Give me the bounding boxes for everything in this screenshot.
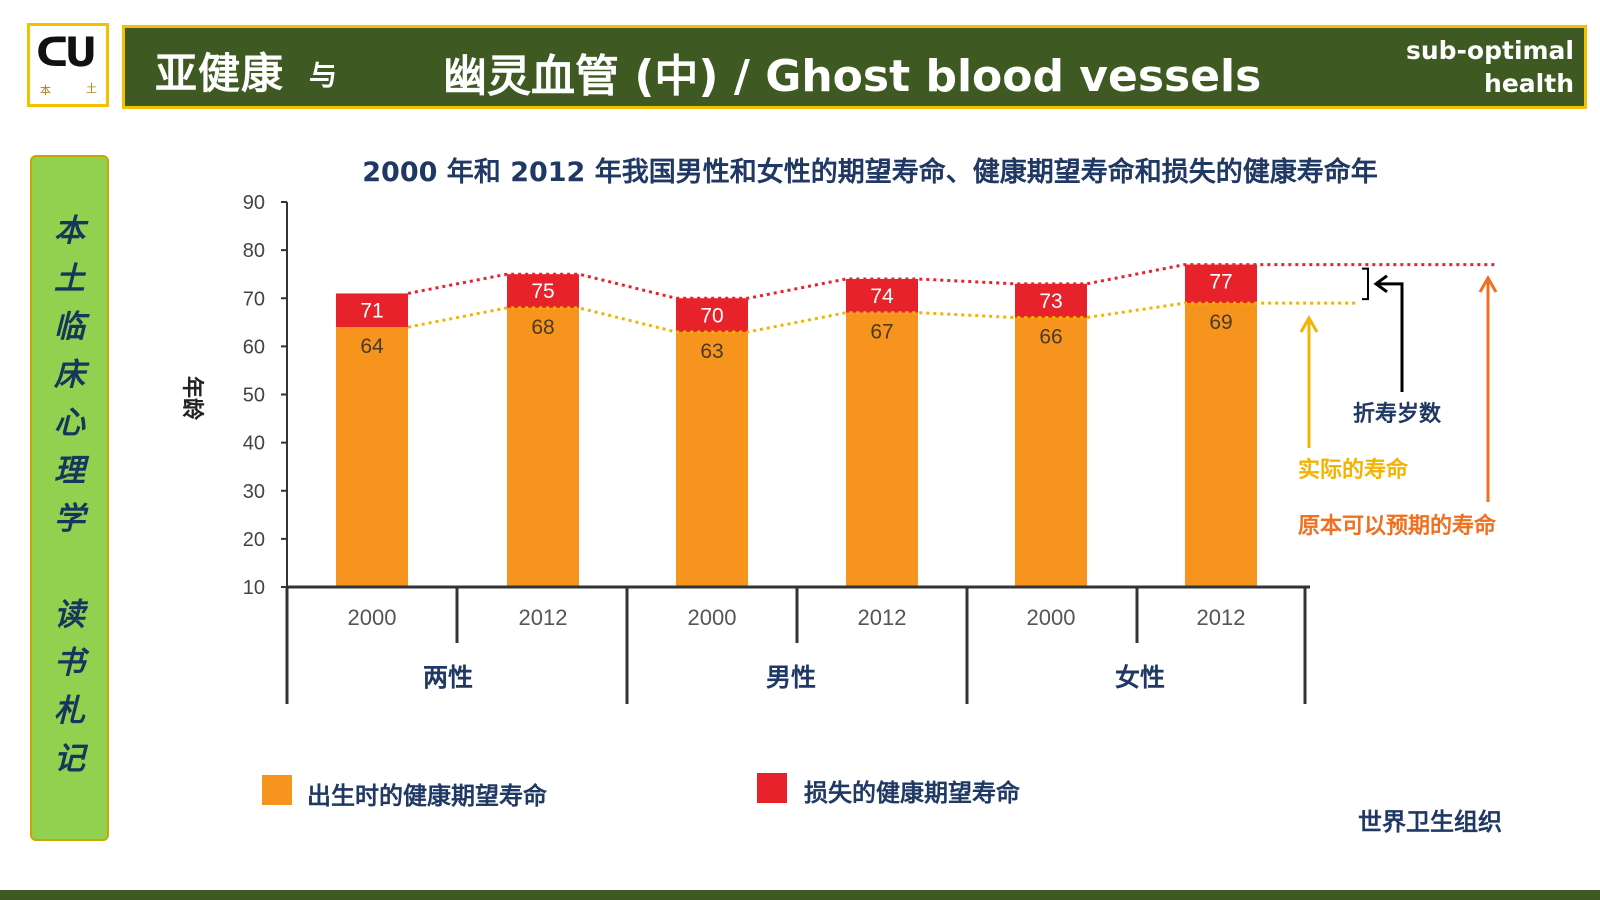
bar-lost-4 <box>1015 283 1087 318</box>
sidebar-char-top-0: 本 <box>54 213 85 249</box>
group-label-0: 两性 <box>423 663 473 692</box>
header-bar: 亚健康 与 幽灵血管 (中) / Ghost blood vessels sub… <box>122 25 1587 109</box>
legend-label-healthy: 出生时的健康期望寿命 <box>307 782 547 810</box>
group-label-2: 女性 <box>1115 663 1165 692</box>
y-tick-label-20: 20 <box>243 529 265 551</box>
header-subtitle: sub-optimal health <box>1406 34 1574 100</box>
bar-total-label-4: 73 <box>1039 290 1062 313</box>
y-tick-label-50: 50 <box>243 385 265 407</box>
y-tick-label-40: 40 <box>243 433 265 455</box>
header-title-main: 幽灵血管 (中) / Ghost blood vessels <box>443 51 1262 102</box>
bar-healthy-0 <box>336 327 408 587</box>
lost-years-arrowhead <box>1373 274 1388 294</box>
sidebar-char-top-1: 土 <box>54 261 85 297</box>
bar-healthy-label-2: 63 <box>700 340 723 363</box>
expected-life-arrowhead <box>1478 274 1498 293</box>
lost-years-arrow-line <box>1378 282 1404 392</box>
x-tick-label-2: 2000 <box>688 605 737 630</box>
bottom-bar <box>0 890 1600 900</box>
annotation-expected-life: 原本可以预期的寿命 <box>1298 514 1497 539</box>
header-title-cn: 亚健康 <box>155 49 285 98</box>
x-tick-label-3: 2012 <box>858 605 907 630</box>
bar-lost-2 <box>676 298 748 332</box>
bar-lost-1 <box>507 274 579 308</box>
bar-lost-0 <box>336 293 408 328</box>
y-tick-label-10: 10 <box>243 577 265 599</box>
bar-healthy-4 <box>1015 317 1087 587</box>
bar-healthy-3 <box>846 312 918 587</box>
header-title-yu: 与 <box>309 59 338 92</box>
legend-label-lost: 损失的健康期望寿命 <box>804 779 1020 807</box>
y-tick-label-90: 90 <box>243 192 265 214</box>
bar-total-label-1: 75 <box>531 280 554 303</box>
y-tick-label-60: 60 <box>243 336 265 358</box>
y-tick-label-70: 70 <box>243 288 265 310</box>
lost-bracket <box>1362 267 1369 301</box>
logo-small-left: 本 <box>40 84 51 97</box>
logo-small-right: 土 <box>86 82 97 95</box>
sidebar-char-top-3: 床 <box>54 357 85 393</box>
sidebar-char-top-2: 临 <box>54 309 85 345</box>
bar-lost-5 <box>1185 264 1257 304</box>
sidebar: 本土临床心理学读书札记 <box>30 155 109 841</box>
x-tick-label-5: 2012 <box>1197 605 1246 630</box>
bar-healthy-1 <box>507 307 579 587</box>
group-label-1: 男性 <box>766 663 816 692</box>
legend-swatch-healthy <box>262 775 292 805</box>
sidebar-char-top-4: 心 <box>54 405 85 441</box>
y-axis-label: 年龄 <box>179 376 205 421</box>
annotation-actual-life: 实际的寿命 <box>1298 458 1409 483</box>
header-subtitle-line2: health <box>1484 69 1574 98</box>
logo-glyph: ᑕᑌ <box>36 30 97 76</box>
bar-healthy-label-0: 64 <box>360 335 384 358</box>
source-label: 世界卫生组织 <box>1358 807 1502 836</box>
bar-healthy-label-1: 68 <box>531 316 554 339</box>
actual-life-arrowhead <box>1299 314 1319 333</box>
sidebar-text: 本土临床心理学读书札记 <box>32 207 107 783</box>
x-tick-label-0: 2000 <box>348 605 397 630</box>
bar-healthy-label-3: 67 <box>870 321 893 344</box>
sidebar-char-bottom-0: 读 <box>54 597 85 633</box>
bar-healthy-label-4: 66 <box>1039 326 1062 349</box>
x-tick-label-4: 2000 <box>1027 605 1076 630</box>
x-tick-label-1: 2012 <box>519 605 568 630</box>
bar-total-label-5: 77 <box>1209 271 1232 294</box>
bar-healthy-label-5: 69 <box>1209 311 1232 334</box>
chart-title: 2000 年和 2012 年我国男性和女性的期望寿命、健康期望寿命和损失的健康寿… <box>362 157 1378 188</box>
bar-healthy-2 <box>676 331 748 587</box>
y-tick-label-80: 80 <box>243 240 265 262</box>
sidebar-char-bottom-3: 记 <box>54 741 85 777</box>
header-subtitle-line1: sub-optimal <box>1405 36 1574 65</box>
sidebar-char-top-6: 学 <box>54 501 85 537</box>
logo: ᑕᑌ 本 土 <box>27 23 109 107</box>
annotation-lost-years: 折寿岁数 <box>1353 402 1442 427</box>
sidebar-char-top-5: 理 <box>54 453 85 489</box>
bar-lost-3 <box>846 279 918 313</box>
bar-total-label-0: 71 <box>360 299 383 322</box>
bar-total-label-3: 74 <box>870 285 894 308</box>
bar-total-label-2: 70 <box>700 304 723 327</box>
legend-swatch-lost <box>757 773 787 803</box>
sidebar-char-bottom-1: 书 <box>54 645 85 681</box>
bar-healthy-5 <box>1185 303 1257 587</box>
y-tick-label-30: 30 <box>243 481 265 503</box>
sidebar-char-bottom-2: 札 <box>54 693 85 729</box>
